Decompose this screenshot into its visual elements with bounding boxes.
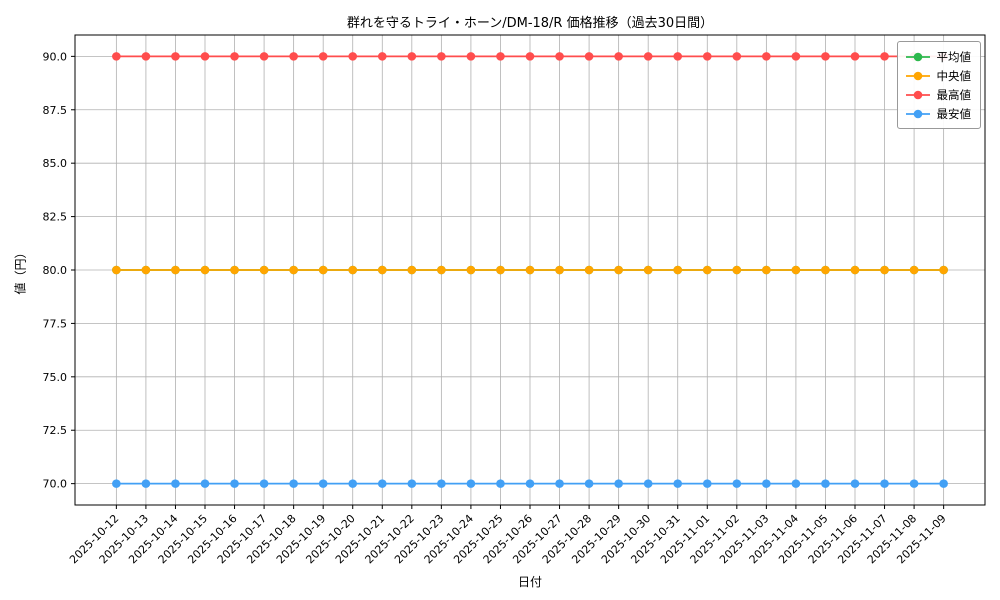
- y-tick-label: 72.5: [43, 424, 68, 437]
- legend-marker-icon: [905, 71, 930, 80]
- series-最安値: [112, 479, 948, 488]
- series-最高値: [112, 52, 948, 61]
- legend-item-0: 平均値: [905, 47, 972, 66]
- legend-item-3: 最安値: [905, 104, 972, 123]
- legend: 平均値中央値最高値最安値: [896, 41, 981, 129]
- chart-title: 群れを守るトライ・ホーン/DM-18/R 価格推移（過去30日間）: [346, 16, 714, 31]
- series-中央値: [112, 265, 948, 275]
- y-tick-label: 77.5: [43, 317, 68, 330]
- legend-marker-icon: [905, 90, 930, 99]
- legend-item-1: 中央値: [905, 66, 972, 85]
- y-tick-label: 87.5: [43, 104, 68, 117]
- y-tick-label: 75.0: [43, 371, 68, 384]
- legend-item-2: 最高値: [905, 85, 972, 104]
- legend-marker-icon: [905, 109, 930, 118]
- x-axis-label: 日付: [517, 575, 542, 589]
- y-tick-label: 80.0: [43, 264, 68, 277]
- legend-label: 中央値: [936, 68, 972, 83]
- legend-marker-icon: [905, 52, 930, 61]
- y-tick-label: 90.0: [43, 50, 68, 63]
- y-tick-label: 70.0: [43, 478, 68, 491]
- legend-label: 最高値: [936, 87, 972, 102]
- y-tick-label: 82.5: [43, 211, 68, 224]
- legend-label: 平均値: [936, 49, 972, 64]
- y-axis-label: 値（円）: [13, 246, 28, 295]
- legend-label: 最安値: [936, 106, 972, 121]
- y-tick-label: 85.0: [43, 157, 68, 170]
